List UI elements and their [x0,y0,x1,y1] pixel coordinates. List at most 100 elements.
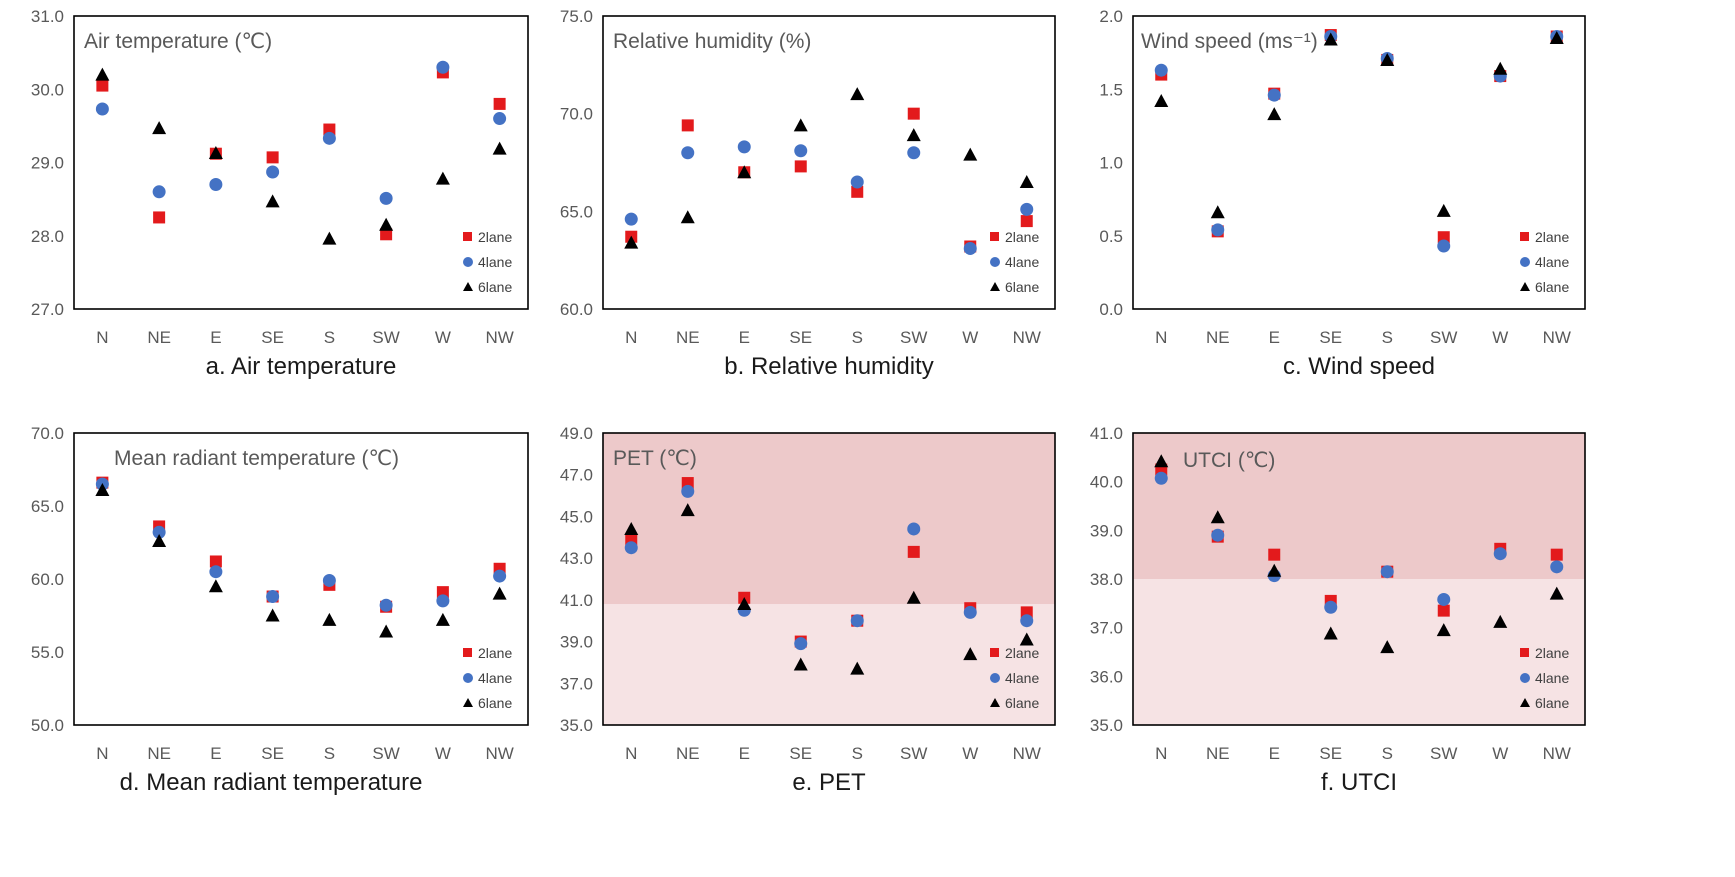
panel-inner-title: Relative humidity (%) [613,30,811,53]
data-point-4lane [850,614,864,628]
x-tick-label: E [739,328,750,347]
data-point-4lane [322,573,336,587]
legend-marker-2lane [463,232,472,241]
data-point-4lane [436,60,450,74]
data-point-6lane [1549,586,1564,600]
data-point-2lane [681,119,694,132]
x-tick-label: NE [676,744,700,763]
data-point-6lane [435,171,450,185]
data-point-6lane [1493,614,1508,628]
y-tick-label: 50.0 [31,716,64,735]
legend-marker-6lane [990,698,1000,707]
x-tick-label: NE [1206,328,1230,347]
data-point-6lane [1154,93,1169,107]
data-point-6lane [1019,175,1034,189]
data-point-6lane [963,647,978,661]
y-tick-label: 35.0 [1090,716,1123,735]
legend-marker-4lane [463,673,473,683]
data-point-2lane [323,123,336,136]
data-point-2lane [380,228,393,241]
legend-label: 6lane [1005,279,1039,295]
x-tick-label: W [1492,744,1508,763]
chart-panel-6: 35.0 36.0 37.0 38.0 39.0 40.0 41.0 N NE E SE S SW W NW… [1090,424,1586,796]
data-point-2lane [851,185,864,198]
y-tick-label: 31.0 [31,7,64,26]
x-tick-label: SW [900,744,927,763]
x-tick-label: NW [1013,744,1041,763]
data-point-4lane [737,140,751,154]
data-point-6lane [322,231,337,245]
x-tick-label: NW [485,744,513,763]
x-tick-label: SE [1319,744,1342,763]
data-point-6lane [492,586,507,600]
y-tick-label: 38.0 [1090,570,1123,589]
x-tick-label: S [1382,744,1393,763]
panel-caption: e. PET [792,769,866,796]
data-point-4lane [1324,600,1338,614]
data-point-4lane [95,102,109,116]
data-point-4lane [1211,528,1225,542]
y-tick-label: 49.0 [560,424,593,443]
data-point-6lane [1019,632,1034,646]
data-point-2lane [794,160,807,173]
data-point-4lane [963,241,977,255]
x-tick-label: N [96,328,108,347]
data-point-2lane [266,151,279,164]
y-tick-label: 28.0 [31,227,64,246]
data-point-6lane [322,612,337,626]
y-tick-label: 70.0 [31,424,64,443]
y-tick-label: 36.0 [1090,667,1123,686]
x-tick-label: SE [1319,328,1342,347]
legend-label: 2lane [1005,229,1039,245]
data-point-6lane [1436,623,1451,637]
data-point-2lane [907,107,920,120]
data-point-6lane [208,579,223,593]
plot-frame [602,15,1056,310]
data-point-6lane [680,503,695,517]
x-tick-label: S [852,744,863,763]
data-point-4lane [850,175,864,189]
data-point-4lane [152,185,166,199]
data-point-6lane [1323,32,1338,46]
data-point-6lane [793,118,808,132]
data-point-4lane [907,146,921,160]
y-tick-label: 30.0 [31,80,64,99]
x-tick-label: W [435,744,451,763]
x-tick-label: W [962,328,978,347]
legend-label: 6lane [1005,695,1039,711]
y-tick-label: 37.0 [560,674,593,693]
x-tick-label: SE [261,328,284,347]
y-tick-label: 60.0 [560,300,593,319]
y-tick-label: 0.5 [1099,227,1123,246]
x-tick-label: S [324,744,335,763]
legend-marker-4lane [463,257,473,267]
x-tick-label: NE [147,328,171,347]
y-tick-label: 35.0 [560,716,593,735]
data-point-4lane [1493,547,1507,561]
x-tick-label: N [1155,744,1167,763]
legend-marker-4lane [990,257,1000,267]
legend-label: 6lane [478,279,512,295]
y-tick-label: 0.0 [1099,300,1123,319]
x-tick-label: SE [789,328,812,347]
data-point-4lane [794,637,808,651]
y-tick-label: 47.0 [560,466,593,485]
panel-caption: c. Wind speed [1283,353,1435,380]
x-tick-label: SW [900,328,927,347]
data-point-6lane [737,597,752,611]
data-point-4lane [1211,223,1225,237]
panel-caption: d. Mean radiant temperature [120,769,423,796]
legend-marker-6lane [463,282,473,291]
chart-panel-4: 50.0 55.0 60.0 65.0 70.0 N NE E SE S SW W NW Mean rad… [31,424,529,796]
y-tick-label: 45.0 [560,507,593,526]
data-point-6lane [152,121,167,135]
y-tick-label: 39.0 [1090,521,1123,540]
x-tick-label: S [852,328,863,347]
data-point-4lane [493,569,507,583]
y-tick-label: 43.0 [560,549,593,568]
data-point-4lane [1020,202,1034,216]
legend-marker-2lane [1520,648,1529,657]
legend-marker-6lane [1520,282,1530,291]
data-point-2lane [493,97,506,110]
data-point-2lane [907,545,920,558]
